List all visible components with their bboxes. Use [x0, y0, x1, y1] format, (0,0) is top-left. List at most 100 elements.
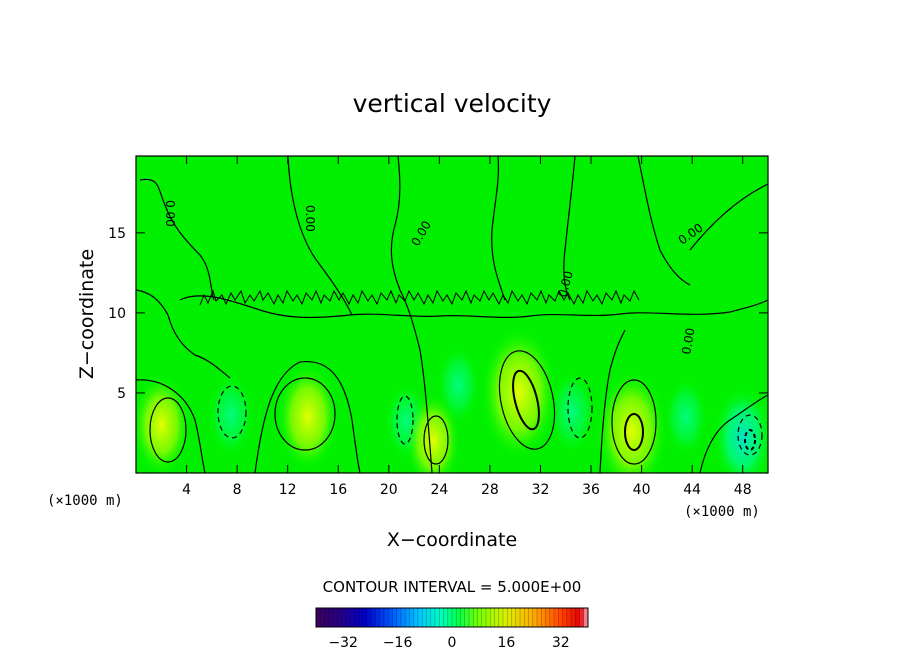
z-axis: 5 10 15 [108, 226, 768, 402]
colorbar-swatch [481, 608, 487, 627]
colorbar-tick-label: −32 [328, 635, 358, 651]
contour-zero-line [287, 156, 353, 316]
colorbar-swatch [575, 608, 580, 627]
colorbar-swatch [388, 608, 393, 627]
contour-cell [149, 397, 187, 463]
colorbar-swatch [558, 608, 563, 627]
contour-zero-line [699, 394, 768, 473]
colorbar-swatch [371, 608, 376, 627]
colorbar-swatch [490, 608, 495, 627]
x-tick-label: 12 [279, 482, 297, 498]
colorbar-swatch [473, 608, 478, 627]
x-tick-label: 20 [380, 482, 398, 498]
plot-area: 0.00 0.00 0.00 0.00 0.00 0.00 [136, 156, 768, 473]
velocity-feature-6 [437, 347, 480, 423]
colorbar-swatch [439, 608, 444, 627]
z-tick-label: 10 [108, 306, 126, 322]
z-axis-unit: (×1000 m) [47, 493, 123, 509]
colorbar-swatch [413, 608, 419, 627]
chart-title: vertical velocity [353, 89, 552, 118]
colorbar-swatch [541, 608, 546, 627]
contour-cell-strong [624, 413, 644, 451]
colorbar-swatch [452, 608, 457, 627]
velocity-feature-2 [208, 374, 254, 456]
velocity-feature-9 [596, 370, 667, 473]
colorbar-swatch [337, 608, 342, 627]
contour-cell [611, 379, 657, 465]
colorbar-swatch [367, 608, 372, 627]
contour-value-label: 0.00 [679, 327, 697, 356]
contour-zero-line [139, 178, 215, 301]
colorbar-swatch [443, 608, 449, 627]
contour-cell-negative [396, 395, 414, 445]
contour-noise-band [199, 289, 640, 306]
contour-zero-line [390, 156, 433, 473]
velocity-feature-8 [549, 371, 595, 453]
colorbar-swatch [430, 608, 436, 627]
colorbar-ticks: −32 −16 0 16 32 [328, 635, 569, 651]
z-axis-label: Z−coordinate [76, 249, 98, 379]
velocity-feature-7 [480, 326, 558, 460]
colorbar-swatch [320, 608, 325, 627]
contour-value-label: 0.00 [163, 200, 177, 227]
colorbar-swatch [392, 608, 398, 627]
colorbar-swatch [422, 608, 427, 627]
colorbar-swatch [545, 608, 551, 627]
colorbar-swatch [507, 608, 512, 627]
colorbar-swatch [528, 608, 534, 627]
colorbar-swatch [456, 608, 461, 627]
z-tick-label: 5 [117, 386, 126, 402]
colorbar-swatch [486, 608, 491, 627]
x-tick-label: 36 [582, 482, 600, 498]
contour-value-label: 0.00 [555, 269, 575, 298]
colorbar-swatch [409, 608, 415, 627]
colorbar-swatch [460, 608, 466, 627]
colorbar-tick-label: 16 [497, 635, 515, 651]
velocity-feature-11 [713, 386, 768, 473]
colorbar-swatch [498, 608, 504, 627]
contour-zero-line [563, 156, 576, 301]
contour-zero-line [637, 156, 691, 286]
contour-cell-negative [567, 377, 593, 439]
x-tick-label: 4 [182, 482, 191, 498]
contour-zero-line [491, 156, 506, 301]
x-tick-label: 24 [430, 482, 448, 498]
colorbar-tick-label: 32 [552, 635, 570, 651]
colorbar [315, 608, 589, 627]
x-axis-unit: (×1000 m) [684, 504, 760, 520]
colorbar-swatch [549, 608, 555, 627]
colorbar-swatch [583, 608, 589, 627]
colorbar-swatch [358, 608, 364, 627]
colorbar-swatch [515, 608, 521, 627]
contour-interval-text: CONTOUR INTERVAL = 5.000E+00 [323, 578, 582, 596]
colorbar-swatch [464, 608, 470, 627]
x-tick-label: 48 [734, 482, 752, 498]
contour-lines [136, 156, 768, 473]
colorbar-swatch [405, 608, 410, 627]
contour-cell-negative [217, 385, 247, 439]
colorbar-swatch [503, 608, 508, 627]
colorbar-swatch [571, 608, 576, 627]
contour-value-label: 0.00 [303, 205, 317, 232]
contour-zero-line [689, 183, 768, 251]
colorbar-swatch [362, 608, 368, 627]
colorbar-swatch [324, 608, 330, 627]
colorbar-swatch [447, 608, 453, 627]
x-tick-label: 32 [532, 482, 550, 498]
contour-cell [274, 377, 336, 451]
x-tick-label: 40 [633, 482, 651, 498]
colorbar-swatch [354, 608, 359, 627]
x-tick-label: 8 [233, 482, 242, 498]
colorbar-swatch [328, 608, 334, 627]
x-tick-label: 44 [683, 482, 701, 498]
colorbar-swatch [511, 608, 517, 627]
x-axis-label: X−coordinate [387, 529, 517, 551]
colorbar-swatch [554, 608, 559, 627]
colorbar-swatch [396, 608, 402, 627]
colorbar-swatch [333, 608, 338, 627]
x-axis: 4 8 12 16 20 24 28 32 36 40 44 48 [182, 156, 752, 498]
velocity-feature-3 [277, 363, 339, 471]
colorbar-swatch [401, 608, 406, 627]
colorbar-tick-label: −16 [383, 635, 413, 651]
